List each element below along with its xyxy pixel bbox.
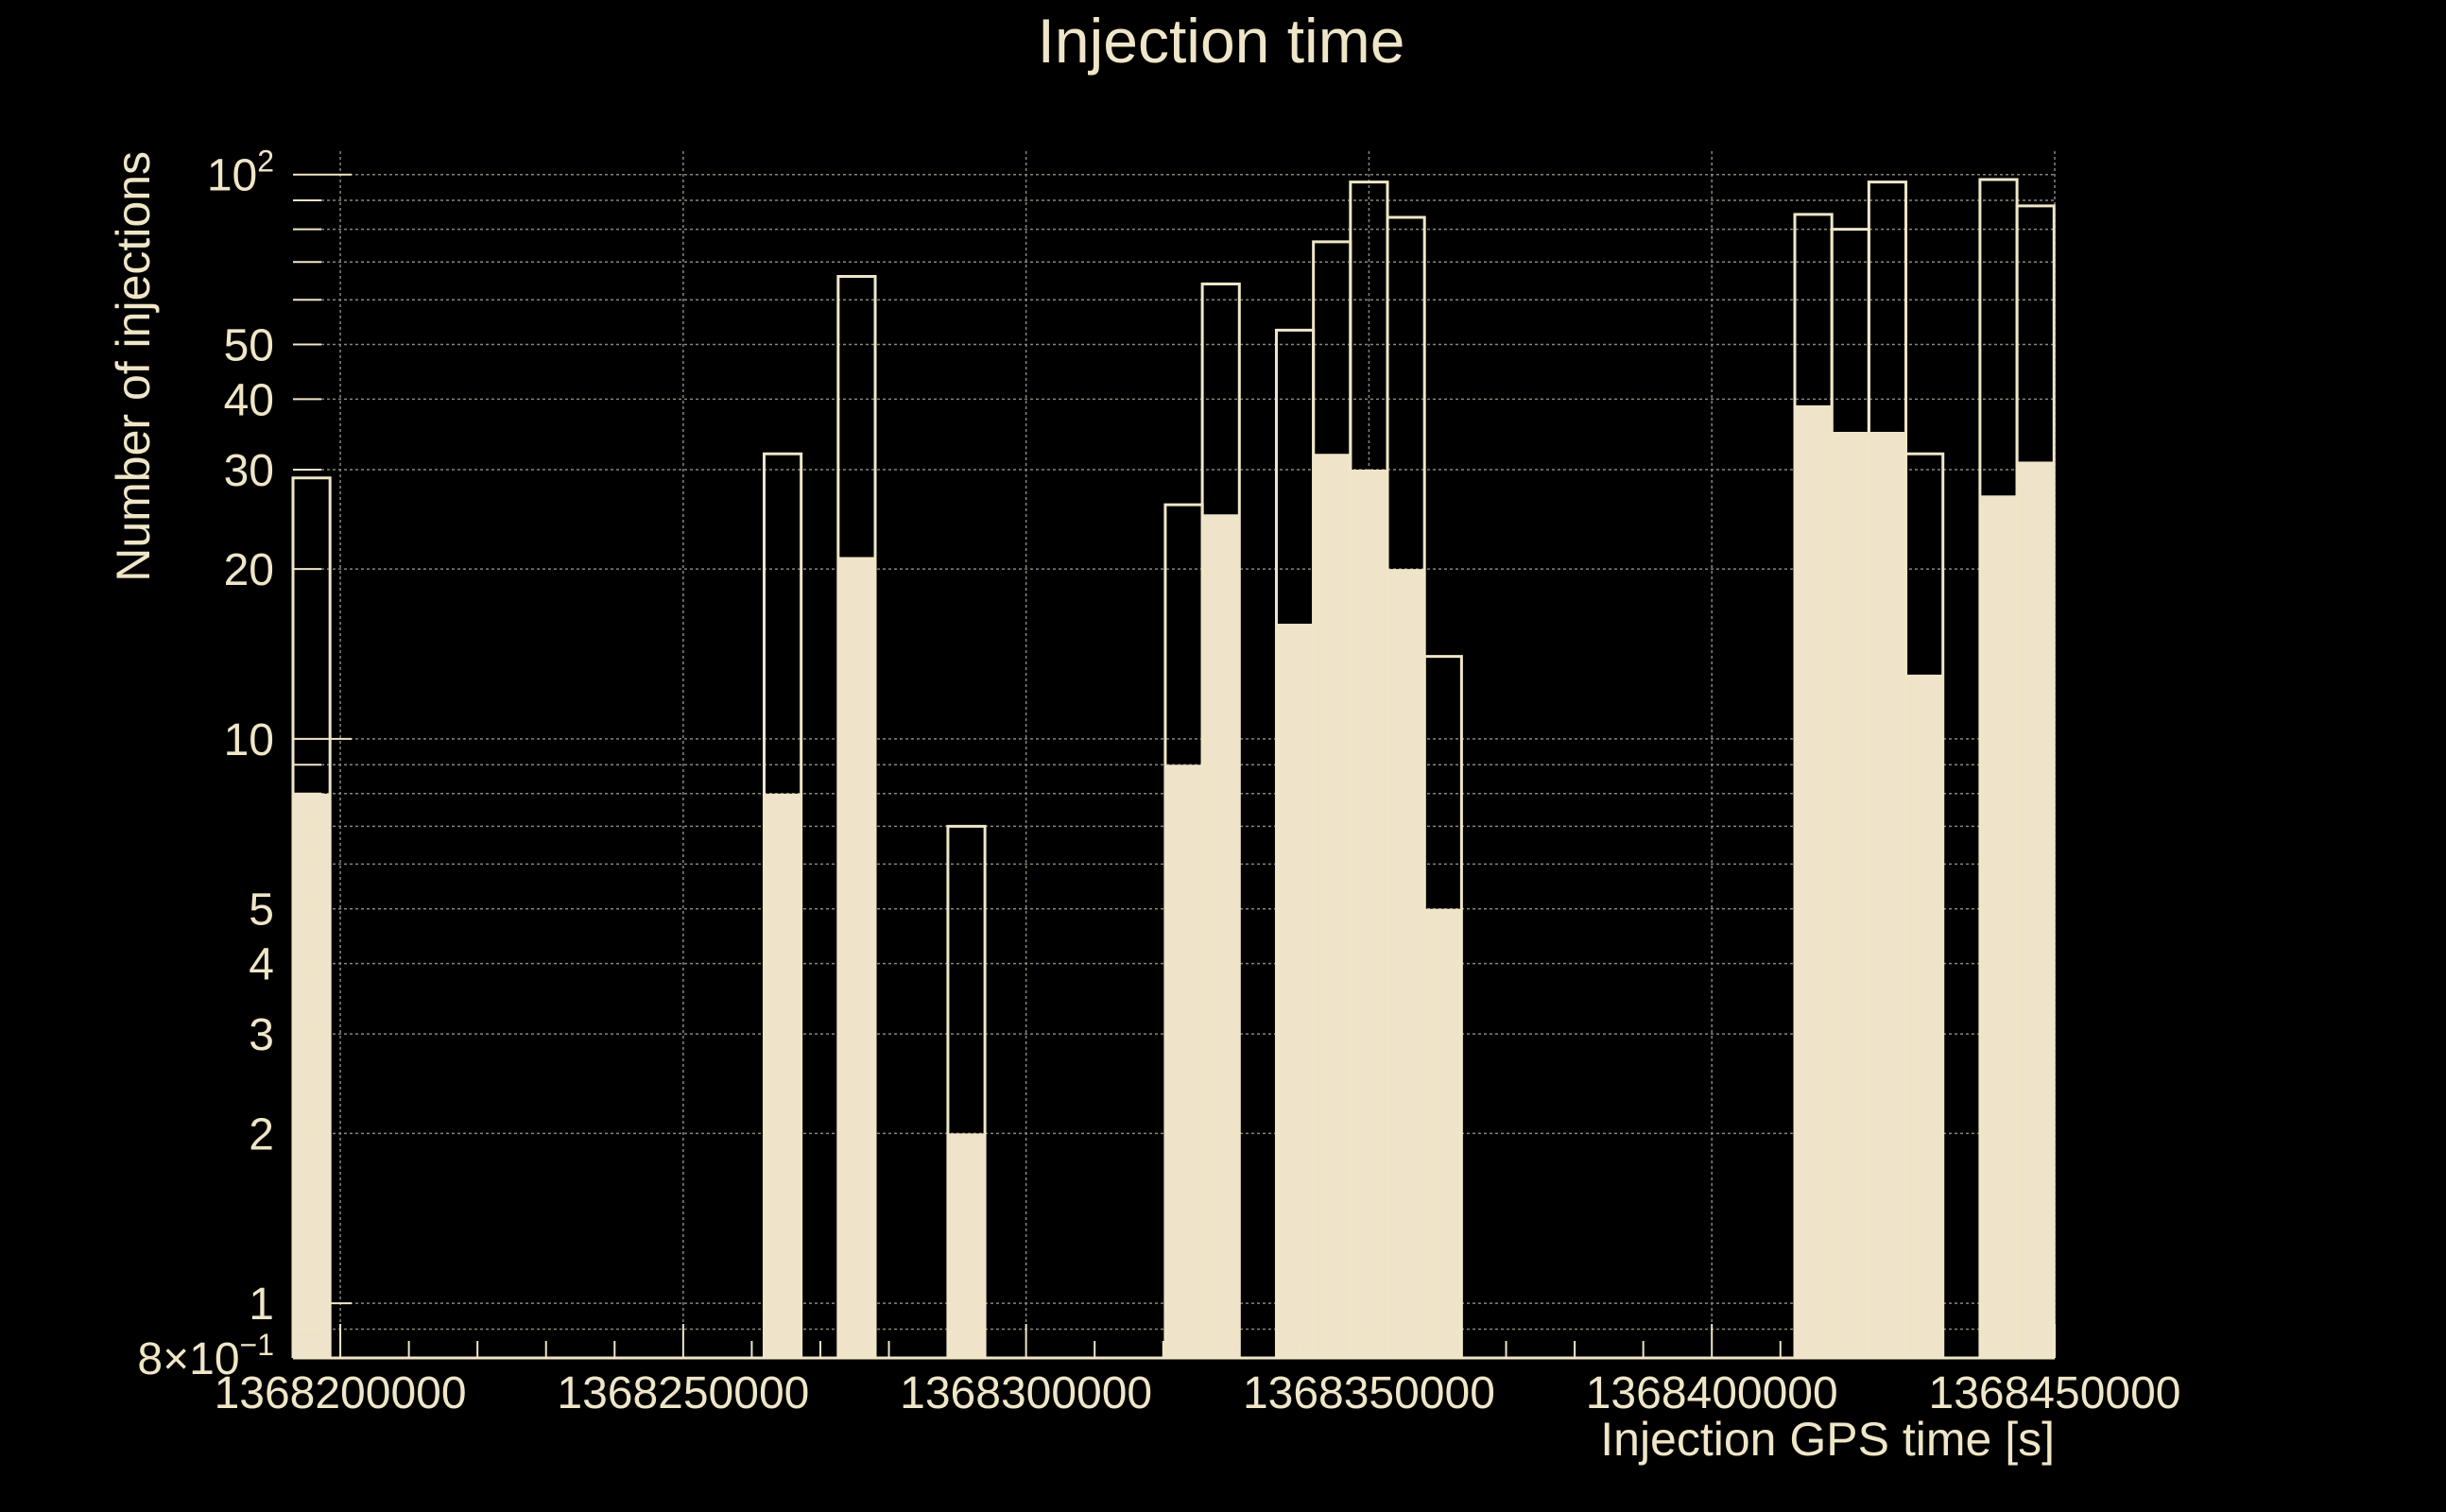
outline-bar: [291, 476, 332, 1358]
x-tick-label: 1368400000: [1586, 1368, 1838, 1418]
filled-bar: [1387, 569, 1425, 1358]
outline-bar: [1200, 282, 1241, 1358]
filled-bar: [1313, 454, 1351, 1358]
x-tick-label: 1368450000: [1929, 1368, 2181, 1418]
y-tick-label: 1: [249, 1280, 274, 1330]
x-axis-label: Injection GPS time [s]: [1600, 1413, 2055, 1466]
outline-bar: [762, 452, 803, 1358]
x-tick-label: 1368200000: [215, 1368, 467, 1418]
histogram-bars: [291, 178, 2056, 1359]
y-axis-label: Number of injections: [107, 151, 160, 582]
filled-bar: [1164, 765, 1203, 1358]
x-tick-label: 1368350000: [1243, 1368, 1495, 1418]
y-tick-label: 40: [224, 375, 274, 425]
outline-bar: [946, 824, 987, 1358]
filled-bar: [764, 793, 801, 1358]
filled-bar: [293, 793, 331, 1358]
y-tick-label: 102: [207, 145, 274, 201]
x-tick-label: 1368250000: [557, 1368, 809, 1418]
outline-bar: [1422, 655, 1463, 1358]
outline-bar: [836, 274, 877, 1358]
y-tick-label: 3: [249, 1010, 274, 1060]
filled-bar: [1869, 432, 1906, 1359]
filled-bar: [1276, 624, 1314, 1358]
x-tick-label: 1368300000: [900, 1368, 1152, 1418]
y-tick-label: 5: [249, 885, 274, 936]
filled-bar: [1905, 674, 1943, 1358]
filled-bar: [1350, 469, 1388, 1358]
filled-bar: [1832, 432, 1869, 1359]
y-tick-label: 20: [224, 545, 274, 595]
filled-bar: [1424, 908, 1462, 1358]
filled-bar: [837, 557, 876, 1358]
filled-bar: [947, 1133, 986, 1358]
chart-title: Injection time: [1038, 6, 1405, 76]
y-tick-label: 30: [224, 446, 274, 496]
filled-bar: [2017, 461, 2055, 1358]
y-tick-label: 10: [224, 715, 274, 765]
y-tick-label: 2: [249, 1109, 274, 1160]
y-tick-label: 4: [249, 940, 274, 990]
y-tick-label: 50: [224, 320, 274, 370]
outline-bar: [1904, 452, 1945, 1358]
outline-bar: [2015, 204, 2056, 1358]
filled-bar: [1202, 514, 1240, 1358]
y-tick-label: 8×10−1: [137, 1328, 274, 1384]
filled-bar: [1979, 495, 2018, 1358]
filled-bar: [1795, 404, 1833, 1358]
